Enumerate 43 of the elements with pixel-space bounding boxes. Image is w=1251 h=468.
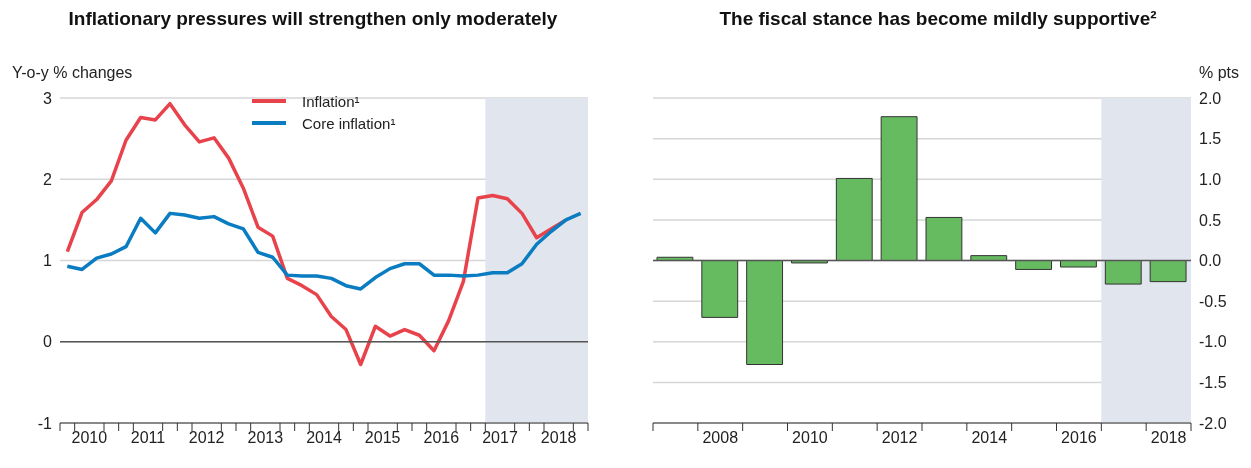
y2-tick-label: -1.0 [1199,333,1227,351]
bar [925,216,963,261]
x-tick-label: 2013 [247,429,284,446]
y2-tick-label: 0.0 [1199,252,1222,270]
x-tick-label: 2014 [971,429,1008,446]
bar [835,177,873,261]
y2-tick-label: 2.0 [1199,89,1222,107]
x-tick-label: 2014 [306,429,342,446]
x-tick-label: 2008 [702,429,739,446]
x-tick-label: 2015 [364,429,401,446]
y2-tick-label: 1.5 [1199,130,1222,148]
y2-tick-label: -1.5 [1199,374,1227,392]
x-tick-label: 2010 [71,429,108,446]
bar [746,260,784,365]
x-tick-label: 2018 [1150,429,1187,446]
y-tick-label: 3 [43,89,53,107]
line-series [65,211,583,291]
y2-tick-label: 0.5 [1199,211,1222,229]
x-tick-label: 2010 [792,429,828,446]
bar [1149,260,1187,283]
y-tick-label: -1 [37,414,53,432]
x-tick-label: 2016 [423,429,460,446]
y-tick-label: 1 [43,252,53,270]
y2-tick-label: -2.0 [1199,414,1227,432]
x-tick-label: 2018 [540,429,577,446]
y2-tick-label: 1.0 [1199,170,1222,188]
y2-tick-label: -0.5 [1199,292,1227,310]
y2-axis-title: % pts [1198,64,1240,83]
y-tick-label: 2 [43,170,53,188]
x-tick-label: 2016 [1061,429,1097,446]
x-tick-label: 2017 [482,429,518,446]
bar [1104,260,1142,285]
bar [880,116,918,261]
legend-label: Inflation¹ [302,92,360,110]
chart-title: The fiscal stance has become mildly supportive² [718,8,1158,30]
y-axis-title: Y-o-y % changes [11,64,134,83]
x-tick-label: 2011 [130,429,166,446]
legend-label: Core inflation¹ [302,114,396,132]
bar [701,260,739,318]
y-tick-label: 0 [43,333,53,351]
x-tick-label: 2012 [881,429,918,446]
chart-title: Inflationary pressures will strengthen only moderately [67,8,559,30]
x-tick-label: 2012 [188,429,225,446]
